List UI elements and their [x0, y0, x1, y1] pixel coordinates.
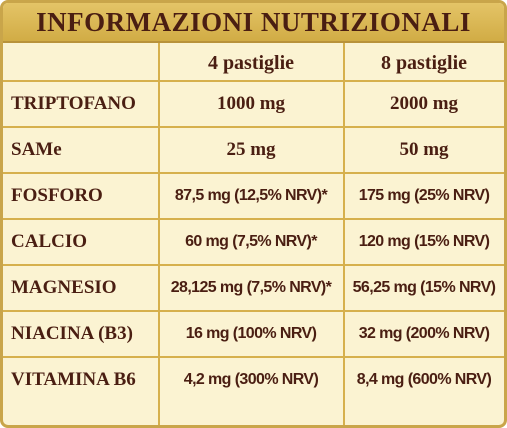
value-8-pastiglie: 32 mg (200% NRV) [358, 325, 490, 342]
nutrient-name: TRIPTOFANO [11, 93, 136, 114]
value-4-pastiglie: 25 mg [226, 139, 276, 160]
table-row: SAMe 25 mg 50 mg [3, 128, 504, 172]
nutrient-name: NIACINA (B3) [11, 323, 133, 344]
nutrient-name: SAMe [11, 139, 62, 160]
column-header-4-pastiglie: 4 pastiglie [207, 51, 295, 74]
value-4-pastiglie: 28,125 mg (7,5% NRV)* [170, 279, 332, 296]
row-divider [3, 80, 504, 82]
column-divider [158, 43, 160, 425]
table-row: FOSFORO 87,5 mg (12,5% NRV)* 175 mg (25%… [3, 174, 504, 218]
nutrient-name: VITAMINA B6 [11, 369, 136, 390]
table-row: CALCIO 60 mg (7,5% NRV)* 120 mg (15% NRV… [3, 220, 504, 264]
value-4-pastiglie: 87,5 mg (12,5% NRV)* [174, 187, 328, 204]
row-divider [3, 172, 504, 174]
value-8-pastiglie: 175 mg (25% NRV) [358, 187, 490, 204]
value-8-pastiglie: 56,25 mg (15% NRV) [352, 279, 496, 296]
value-8-pastiglie: 50 mg [399, 139, 449, 160]
nutrient-name: CALCIO [11, 231, 88, 252]
nutrient-name: MAGNESIO [11, 277, 117, 298]
value-8-pastiglie: 8,4 mg (600% NRV) [356, 371, 492, 388]
column-divider [343, 43, 345, 425]
column-header-8-pastiglie: 8 pastiglie [380, 51, 468, 74]
value-4-pastiglie: 1000 mg [216, 93, 286, 114]
title-bar: INFORMAZIONI NUTRIZIONALI [3, 3, 504, 43]
table-row: VITAMINA B6 4,2 mg (300% NRV) 8,4 mg (60… [3, 358, 504, 402]
row-divider [3, 264, 504, 266]
table-row: MAGNESIO 28,125 mg (7,5% NRV)* 56,25 mg … [3, 266, 504, 310]
row-divider [3, 310, 504, 312]
table-title: INFORMAZIONI NUTRIZIONALI [36, 6, 471, 37]
row-divider [3, 218, 504, 220]
value-4-pastiglie: 16 mg (100% NRV) [185, 325, 317, 342]
row-divider [3, 126, 504, 128]
value-4-pastiglie: 60 mg (7,5% NRV)* [185, 233, 317, 250]
value-8-pastiglie: 2000 mg [389, 93, 459, 114]
value-8-pastiglie: 120 mg (15% NRV) [358, 233, 490, 250]
nutrient-name: FOSFORO [11, 185, 103, 206]
table-row: TRIPTOFANO 1000 mg 2000 mg [3, 82, 504, 126]
value-4-pastiglie: 4,2 mg (300% NRV) [183, 371, 319, 388]
table-row: NIACINA (B3) 16 mg (100% NRV) 32 mg (200… [3, 312, 504, 356]
row-divider [3, 356, 504, 358]
